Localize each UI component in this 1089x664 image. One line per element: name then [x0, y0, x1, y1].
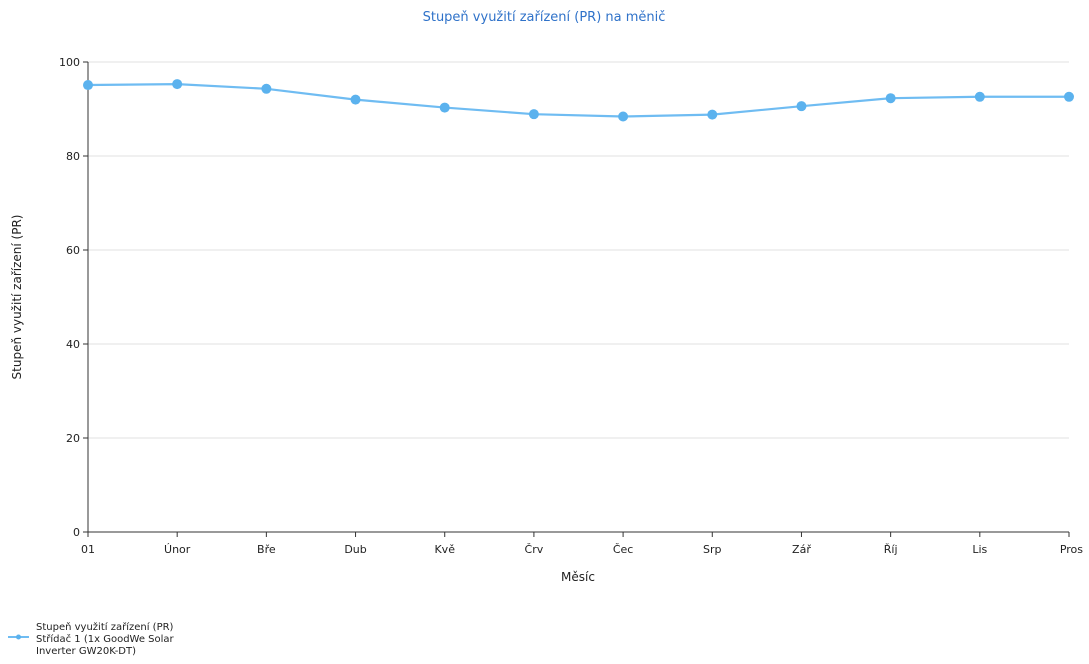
chart-title: Stupeň využití zařízení (PR) na měnič: [423, 10, 666, 25]
x-tick-label: 01: [81, 543, 95, 556]
y-tick-label: 80: [66, 150, 80, 163]
data-point[interactable]: [261, 83, 272, 94]
y-tick-label: 60: [66, 244, 80, 257]
data-point[interactable]: [618, 111, 629, 122]
y-tick-label: 0: [73, 526, 80, 539]
y-axis-title: Stupeň využití zařízení (PR): [10, 215, 24, 380]
x-tick-label: Lis: [972, 543, 987, 556]
data-point[interactable]: [172, 79, 183, 90]
legend-label-line-1: Stupeň využití zařízení (PR): [36, 621, 174, 633]
legend-point-marker: [16, 634, 21, 640]
axes: [87, 62, 1069, 533]
x-tick-label: Črv: [525, 543, 544, 556]
y-tick-label: 20: [66, 432, 80, 445]
y-tick-label: 40: [66, 338, 80, 351]
x-tick-label: Bře: [257, 543, 276, 556]
series-layer: [83, 79, 1074, 122]
x-tick-label: Kvě: [434, 543, 455, 556]
y-tick-label: 100: [59, 56, 80, 69]
x-tick-label: Zář: [792, 543, 811, 556]
x-tick-label: Únor: [164, 543, 191, 556]
data-point[interactable]: [974, 91, 985, 102]
x-tick-label: Čec: [613, 543, 634, 556]
x-axis-title: Měsíc: [561, 570, 595, 584]
series-line: [87, 82, 1069, 118]
gridlines: [88, 61, 1069, 439]
x-tick-label: Srp: [703, 543, 722, 556]
x-axis-ticks: 01 Únor Bře Dub Kvě Črv Čec Srp Zář Říj Lis Pros: [81, 532, 1083, 556]
data-point[interactable]: [439, 102, 450, 113]
data-point[interactable]: [83, 80, 93, 91]
data-point[interactable]: [1064, 91, 1074, 102]
data-point[interactable]: [707, 109, 718, 120]
data-point[interactable]: [796, 101, 807, 112]
data-point[interactable]: [885, 93, 896, 104]
legend: Stupeň využití zařízení (PR) Střídač 1 (…: [8, 621, 175, 657]
data-point[interactable]: [528, 109, 539, 120]
legend-label-line-3: Inverter GW20K-DT): [36, 646, 136, 657]
x-tick-label: Pros: [1060, 543, 1083, 556]
data-point[interactable]: [350, 94, 361, 105]
x-tick-label: Říj: [884, 543, 898, 556]
x-tick-label: Dub: [344, 543, 366, 556]
legend-label-line-2: Střídač 1 (1x GoodWe Solar: [36, 633, 175, 645]
y-axis-ticks: 0 20 40 60 80 100: [59, 56, 88, 539]
